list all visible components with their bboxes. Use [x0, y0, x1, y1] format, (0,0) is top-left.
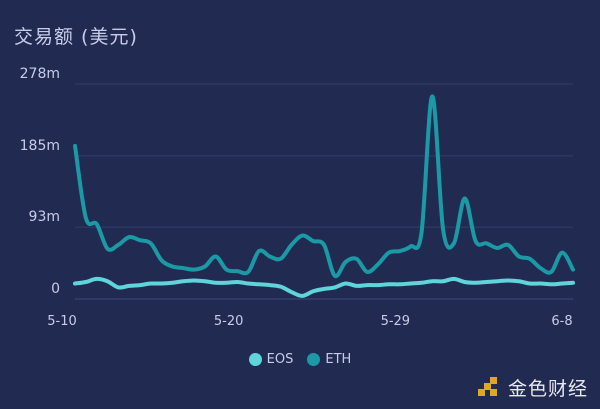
chart-legend: EOS ETH	[0, 352, 600, 367]
x-tick-label: 5-10	[47, 314, 77, 329]
brand-logo-icon	[477, 376, 497, 396]
legend-swatch-eos	[248, 353, 262, 366]
y-tick-label: 93m	[29, 209, 60, 225]
legend-item-eth[interactable]: ETH	[307, 352, 351, 367]
legend-item-eos[interactable]: EOS	[248, 352, 294, 367]
legend-swatch-eth	[307, 353, 321, 366]
y-tick-label: 278m	[20, 66, 60, 82]
x-tick-label: 6-8	[551, 314, 572, 329]
y-tick-label: 0	[51, 281, 60, 297]
brand-watermark: 金色财经	[476, 374, 588, 401]
chart-title: 交易额 (美元)	[14, 26, 138, 48]
series-line-eth[interactable]	[73, 94, 575, 279]
series-line-eos[interactable]	[73, 276, 575, 298]
x-tick-label: 5-29	[381, 314, 411, 329]
legend-label-eth: ETH	[325, 352, 352, 367]
x-tick-label: 5-20	[214, 314, 244, 329]
legend-label-eos: EOS	[266, 352, 294, 367]
brand-name: 金色财经	[507, 378, 588, 400]
y-tick-label: 185m	[20, 138, 60, 154]
